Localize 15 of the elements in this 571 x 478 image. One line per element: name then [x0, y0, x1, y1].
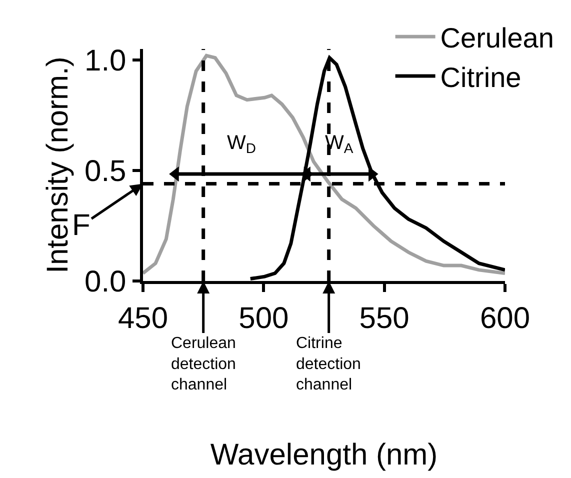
x-tick-label: 450	[118, 302, 168, 335]
x-tick-label: 500	[238, 302, 289, 335]
annotation: Citrine detection channel	[296, 335, 361, 394]
y-tick-label: 1.0	[84, 44, 126, 78]
x-axis-title: Wavelength (nm)	[210, 438, 438, 472]
y-tick-label: 0.0	[84, 266, 126, 298]
y-tick-label: 0.5	[84, 155, 126, 188]
y-axis-title: Intensity (norm.)	[42, 56, 75, 274]
annotation: Cerulean detection channel	[171, 335, 236, 394]
annotation: W$_{D}$	[227, 132, 256, 156]
x-tick-label: 600	[480, 302, 530, 335]
annotation: F	[72, 209, 90, 242]
x-tick-label: 550	[359, 302, 410, 335]
legend-label: Citrine	[440, 62, 522, 93]
legend-label: Cerulean	[440, 22, 554, 54]
